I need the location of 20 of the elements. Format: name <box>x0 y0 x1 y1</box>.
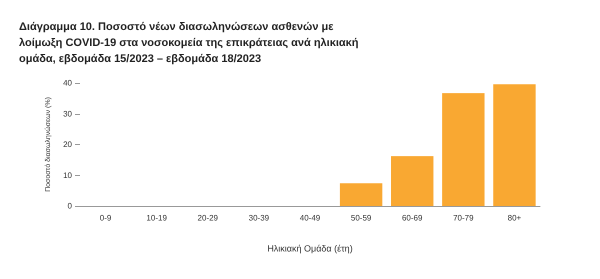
bar <box>493 84 536 206</box>
bar <box>391 156 434 206</box>
x-tick-label: 10-19 <box>146 214 168 222</box>
y-tick-label: 10 <box>63 170 73 180</box>
x-tick-label: 80+ <box>508 214 522 222</box>
bar <box>340 183 382 206</box>
x-tick-label: 20-29 <box>198 214 219 222</box>
y-tick-label: 30 <box>63 109 73 118</box>
x-tick-label: 0-9 <box>100 214 112 222</box>
x-tick-label: 50-59 <box>350 214 372 222</box>
x-tick-label: 70-79 <box>453 214 474 222</box>
y-tick-label: 20 <box>63 140 73 149</box>
x-tick-label: 40-49 <box>300 214 321 222</box>
x-tick-label: 30-39 <box>248 214 270 222</box>
y-tick-label: 0 <box>68 202 73 210</box>
x-axis-title: Ηλικιακή Ομάδα (έτη) <box>267 244 353 254</box>
chart-title: Διάγραμμα 10. Ποσοστό νέων διασωληνώσεων ασθενών με λοίμωξη COVID-19 στα νοσοκομεία της επικράτειας ανά ηλικιακή ομάδα, εβδομάδα 15/2023 – εβδομάδα 18/2023 <box>19 21 362 65</box>
y-tick-label: 40 <box>63 78 73 88</box>
bar <box>442 93 485 206</box>
x-tick-label: 60-69 <box>402 214 423 222</box>
